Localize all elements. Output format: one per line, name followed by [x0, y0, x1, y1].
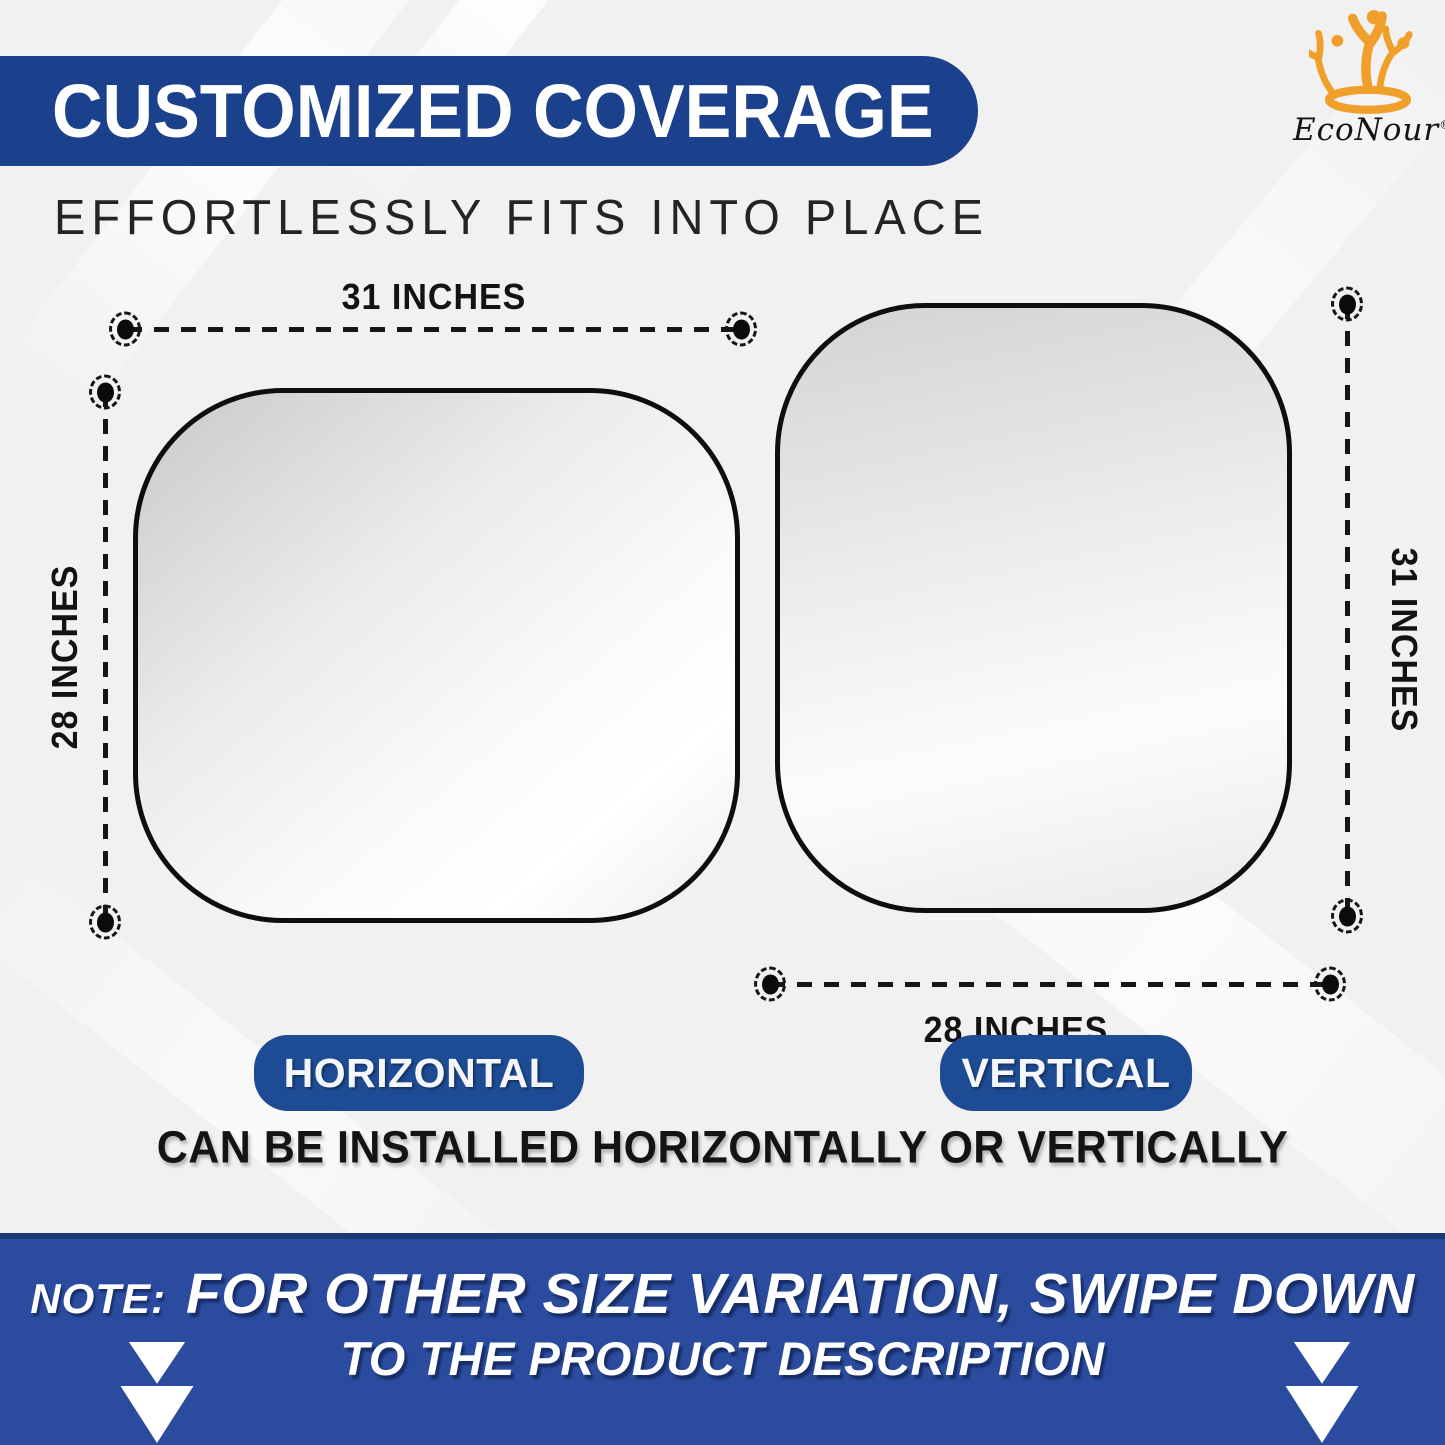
dimension-endpoint-dot — [754, 966, 786, 1002]
dimension-line-left-height — [103, 392, 108, 922]
footer-message-line2: TO THE PRODUCT DESCRIPTION — [340, 1332, 1105, 1385]
dimension-label-right-height: 31 INCHES — [1383, 547, 1424, 733]
footer-message-line1-row: NOTE: FOR OTHER SIZE VARIATION, SWIPE DO… — [0, 1261, 1445, 1327]
dimension-endpoint-dot — [1331, 286, 1363, 322]
dimension-line-right-height — [1345, 304, 1350, 916]
vertical-pill-label: VERTICAL — [961, 1049, 1171, 1096]
installation-caption: CAN BE INSTALLED HORIZONTALLY OR VERTICA… — [156, 1122, 1289, 1174]
dimension-endpoint-dot — [89, 374, 121, 410]
brand-name: EcoNour® — [1293, 112, 1445, 148]
vertical-pill: VERTICAL — [940, 1035, 1192, 1111]
dimension-endpoint-dot — [1331, 898, 1363, 934]
vertical-sunshade-shape — [775, 303, 1292, 913]
footer-banner: NOTE: FOR OTHER SIZE VARIATION, SWIPE DO… — [0, 1233, 1445, 1445]
dimension-line-bottom-width — [770, 982, 1330, 987]
horizontal-sunshade-shape — [133, 388, 740, 923]
header-banner: CUSTOMIZED COVERAGE — [0, 56, 978, 166]
econour-figures-icon — [1309, 10, 1413, 114]
page-subtitle: EFFORTLESSLY FITS INTO PLACE — [54, 189, 990, 245]
registered-mark: ® — [1439, 119, 1445, 132]
dimension-label-top-width: 31 INCHES — [341, 277, 527, 318]
dimension-endpoint-dot — [1314, 966, 1346, 1002]
dimension-endpoint-dot — [725, 311, 757, 347]
footer-note-label: NOTE: — [30, 1275, 166, 1322]
dimension-label-left-height: 28 INCHES — [45, 564, 86, 750]
dimension-endpoint-dot — [109, 311, 141, 347]
dimension-line-top-width — [127, 327, 741, 332]
horizontal-pill: HORIZONTAL — [254, 1035, 584, 1111]
double-down-arrow-icon — [1285, 1342, 1359, 1443]
double-down-arrow-icon — [120, 1342, 194, 1443]
brand-logo: EcoNour® — [1293, 10, 1445, 160]
brand-name-text: EcoNour — [1293, 112, 1440, 148]
footer-message-line1: FOR OTHER SIZE VARIATION, SWIPE DOWN — [185, 1262, 1415, 1326]
dimension-endpoint-dot — [89, 904, 121, 940]
page-title: CUSTOMIZED COVERAGE — [52, 68, 934, 154]
horizontal-pill-label: HORIZONTAL — [283, 1049, 555, 1096]
